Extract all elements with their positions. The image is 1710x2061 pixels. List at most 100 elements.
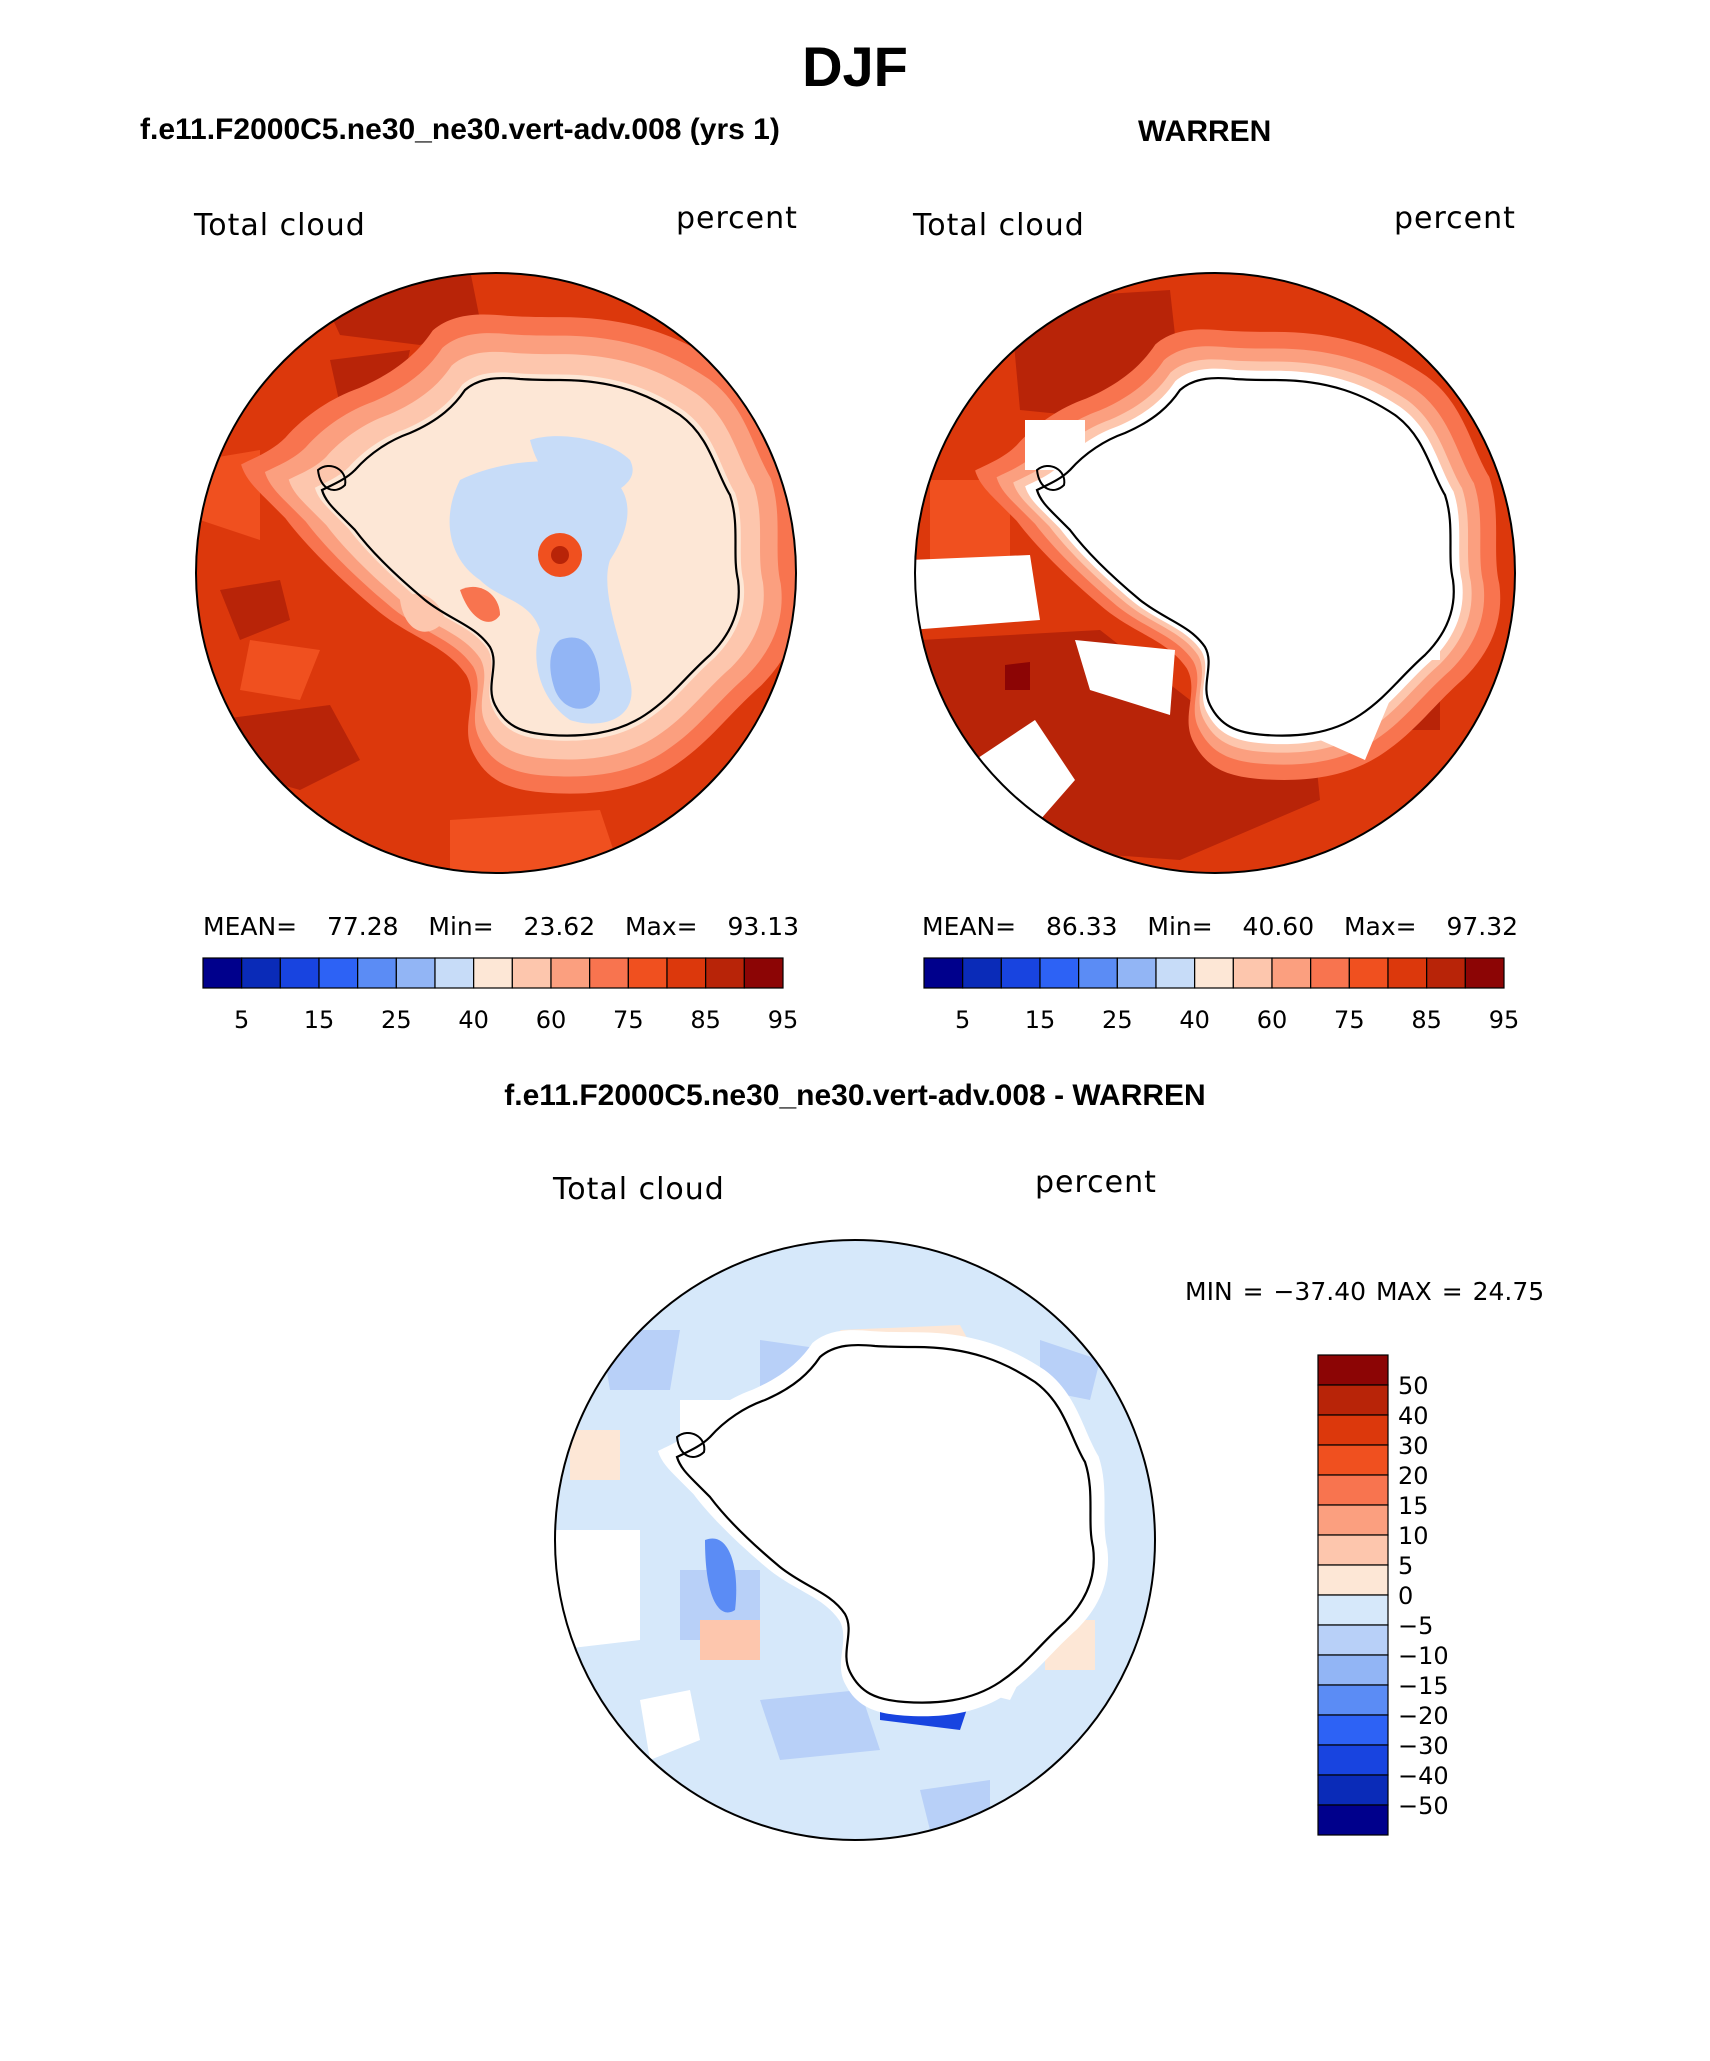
panel2-title: WARREN (1138, 115, 1272, 148)
panel3-colorbar-tick-label: 5 (1398, 1552, 1413, 1580)
panel3-colorbar-swatch (1317, 1384, 1389, 1416)
panel2-min-label: Min= (1147, 912, 1213, 941)
panel1-colorbar: 5 15 25 40 60 75 85 95 (202, 957, 799, 1034)
panel1-variable-label: Total cloud (194, 208, 366, 243)
panel3-colorbar-swatch (1317, 1804, 1389, 1836)
panel2-colorbar-tick-label: 15 (1025, 1006, 1056, 1034)
panel1-colorbar-swatch (550, 957, 591, 989)
panel1-colorbar-tick-label: 5 (234, 1006, 249, 1034)
panel3-variable-label: Total cloud (553, 1172, 725, 1207)
panel2-colorbar-swatch (1155, 957, 1196, 989)
panel1-colorbar-swatch (511, 957, 552, 989)
panel2-colorbar-swatch (923, 957, 964, 989)
panel2-colorbar-tick-label: 25 (1102, 1006, 1133, 1034)
panel3-colorbar-swatch (1317, 1744, 1389, 1776)
panel3-colorbar-tick-label: 50 (1398, 1372, 1429, 1400)
panel3-colorbar-swatch (1317, 1474, 1389, 1506)
panel1-map-border (195, 272, 797, 874)
panel3-colorbar-swatch (1317, 1624, 1389, 1656)
panel3-title: f.e11.F2000C5.ne30_ne30.vert-adv.008 - W… (504, 1079, 1206, 1112)
panel3-colorbar-tick-label: −10 (1398, 1642, 1449, 1670)
figure-title: DJF (802, 35, 908, 98)
panel1-colorbar-swatch (357, 957, 397, 989)
panel2-colorbar-swatch (1271, 957, 1312, 989)
panel2-colorbar-swatch (1232, 957, 1273, 989)
panel3-colorbar-swatch (1317, 1534, 1389, 1566)
panel3-colorbar-tick-label: −20 (1398, 1702, 1449, 1730)
panel3-map-border (554, 1239, 1156, 1841)
panel1-max-value: 93.13 (727, 912, 800, 941)
panel1-colorbar-swatch (395, 957, 436, 989)
panel1-colorbar-tick-label: 25 (381, 1006, 412, 1034)
panel3-colorbar-tick-label: 30 (1398, 1432, 1429, 1460)
panel1-colorbar-tick-label: 15 (304, 1006, 335, 1034)
panel1-colorbar-swatch (627, 957, 668, 989)
panel3-minmax: MIN = −37.40 MAX = 24.75 (1185, 1277, 1545, 1306)
panel2-colorbar-swatch (1348, 957, 1389, 989)
panel2-variable-label: Total cloud (913, 208, 1085, 243)
panel2-colorbar-swatch (1000, 957, 1041, 989)
panel3-colorbar-tick-label: 15 (1398, 1492, 1429, 1520)
panel3-colorbar-swatch (1317, 1774, 1389, 1806)
panel1-colorbar-swatch (705, 957, 745, 989)
panel3-colorbar-swatch (1317, 1354, 1389, 1386)
panel2-colorbar: 5 15 25 40 60 75 85 95 (923, 957, 1520, 1034)
panel3-colorbar-tick-label: −30 (1398, 1732, 1449, 1760)
panel3-map (554, 1239, 1156, 1841)
panel1-colorbar-tick-label: 85 (690, 1006, 721, 1034)
panel2-colorbar-swatch (1039, 957, 1080, 989)
panel1-colorbar-swatch (202, 957, 243, 989)
panel2-colorbar-swatch (1387, 957, 1428, 989)
panel2-map-border (914, 272, 1516, 874)
panel1-colorbar-swatch (743, 957, 784, 989)
panel1-colorbar-tick-label: 60 (536, 1006, 567, 1034)
panel1-map (195, 272, 797, 874)
panel2-units-label: percent (1394, 201, 1516, 236)
panel1-colorbar-swatch (589, 957, 629, 989)
panel3-colorbar-tick-label: 40 (1398, 1402, 1429, 1430)
panel2-mean-value: 86.33 (1045, 912, 1118, 941)
panel1-title: f.e11.F2000C5.ne30_ne30.vert-adv.008 (yr… (140, 113, 780, 146)
panel2-colorbar-tick-label: 5 (955, 1006, 970, 1034)
panel3-colorbar-tick-label: −15 (1398, 1672, 1449, 1700)
panel3-colorbar-swatch (1317, 1444, 1389, 1476)
panel1-colorbar-swatch (318, 957, 359, 989)
panel1-colorbar-swatch (434, 957, 475, 989)
panel2-colorbar-swatch (1310, 957, 1350, 989)
panel2-map (914, 272, 1516, 874)
panel1-min-label: Min= (428, 912, 494, 941)
panel3-colorbar-tick-label: −50 (1398, 1792, 1449, 1820)
panel1-mean-value: 77.28 (326, 912, 399, 941)
panel3-colorbar-tick-label: −40 (1398, 1762, 1449, 1790)
panel2-colorbar-tick-label: 95 (1489, 1006, 1520, 1034)
panel2-mean-label: MEAN= (922, 912, 1017, 941)
panel3-units-label: percent (1035, 1165, 1157, 1200)
panel3-colorbar-swatch (1317, 1594, 1389, 1626)
panel2-max-value: 97.32 (1446, 912, 1519, 941)
panel2-colorbar-swatch (1078, 957, 1118, 989)
panel1-mean-label: MEAN= (203, 912, 298, 941)
panel1-colorbar-swatch (473, 957, 513, 989)
panel1-units-label: percent (676, 201, 798, 236)
panel3-colorbar-swatch (1317, 1564, 1389, 1596)
panel2-colorbar-tick-label: 60 (1257, 1006, 1288, 1034)
panel2-colorbar-tick-label: 75 (1334, 1006, 1365, 1034)
panel1-min-value: 23.62 (523, 912, 596, 941)
panel1-colorbar-tick-label: 40 (458, 1006, 489, 1034)
panel3-colorbar-swatch (1317, 1714, 1389, 1746)
panel1-colorbar-tick-label: 75 (613, 1006, 644, 1034)
panel3-colorbar-tick-label: 10 (1398, 1522, 1429, 1550)
panel2-colorbar-swatch (1116, 957, 1157, 989)
panel2-colorbar-tick-label: 85 (1411, 1006, 1442, 1034)
panel3-colorbar-swatch (1317, 1504, 1389, 1536)
panel2-stats: MEAN= 86.33 Min= 40.60 Max= 97.32 (922, 912, 1518, 941)
panel2-colorbar-swatch (1194, 957, 1234, 989)
panel3-colorbar-tick-label: 0 (1398, 1582, 1413, 1610)
panel3-colorbar-swatch (1317, 1654, 1389, 1686)
panel2-colorbar-swatch (1426, 957, 1466, 989)
panel2-colorbar-tick-label: 40 (1179, 1006, 1210, 1034)
panel3-colorbar-swatch (1317, 1684, 1389, 1716)
panel1-colorbar-tick-label: 95 (768, 1006, 799, 1034)
panel1-colorbar-swatch (279, 957, 320, 989)
